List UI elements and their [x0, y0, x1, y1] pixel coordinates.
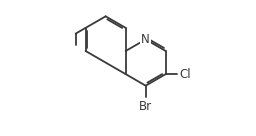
Text: N: N — [141, 33, 150, 46]
Text: Br: Br — [139, 100, 152, 113]
Text: Cl: Cl — [180, 68, 191, 81]
